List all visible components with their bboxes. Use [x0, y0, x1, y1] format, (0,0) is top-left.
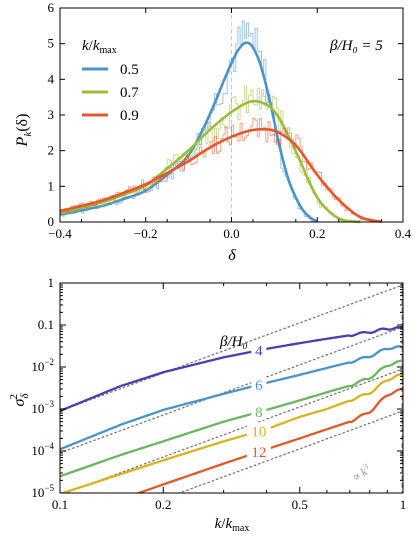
top-plot-area — [59, 8, 403, 224]
tick-mantissa: 10 — [31, 359, 44, 374]
series-line-12 — [135, 388, 403, 493]
top-y-tick-label: 1 — [48, 178, 55, 193]
legend-label-0.7: 0.7 — [120, 85, 139, 101]
top-x-label: δ — [228, 247, 236, 264]
tick-mantissa: 10 — [31, 443, 44, 458]
series-line-4 — [60, 326, 403, 412]
tick-exponent: −3 — [44, 399, 54, 409]
series-label-6: 6 — [255, 378, 263, 394]
top-legend: k/kmax 0.5 0.7 0.9 — [82, 38, 139, 124]
top-legend-items: 0.5 0.7 0.9 — [82, 62, 139, 124]
bottom-x-tick-label: 0.2 — [155, 497, 171, 512]
series-line-8 — [60, 359, 403, 478]
top-y-tick-label: 2 — [48, 143, 55, 158]
series-label-bg-12 — [246, 442, 271, 460]
series-label-bg-6 — [251, 375, 267, 393]
top-x-tick-label: 0.0 — [223, 226, 239, 241]
bottom-series-labels: 4 6 8 10 12 — [246, 341, 271, 461]
top-x-tick-label: −0.2 — [134, 226, 158, 241]
top-legend-title: k/kmax — [82, 38, 117, 56]
bottom-frame — [59, 282, 404, 494]
fit-curve-0.7 — [59, 99, 361, 224]
tick-exponent: −4 — [44, 441, 54, 451]
bottom-legend-title: β/H₀ — [219, 334, 248, 350]
bottom-x-label: k/kmax — [215, 516, 250, 534]
top-panel: −0.4 −0.2 0.0 0.2 0.4 0 1 2 3 4 5 6 Pk(δ) δ β/H₀ = … — [14, 0, 412, 264]
series-label-8: 8 — [255, 405, 263, 421]
bottom-y-tick-label: 1 — [48, 275, 55, 290]
bottom-y-tick-label: 10−4 — [31, 441, 54, 458]
bottom-x-tick-label: 0.5 — [292, 497, 308, 512]
series-label-bg-10 — [246, 422, 271, 440]
top-x-tick-label: −0.4 — [48, 226, 72, 241]
top-annotation: β/H₀ = 5 — [329, 38, 383, 54]
bottom-ticks: 0.1 0.2 0.5 110−510−410−310−20.11 — [31, 275, 406, 512]
bottom-plot-area — [60, 283, 403, 493]
top-y-tick-label: 3 — [48, 107, 55, 122]
bottom-y-tick-label: 10−2 — [31, 357, 54, 374]
bottom-x-tick-label: 1 — [400, 497, 407, 512]
tick-mantissa: 10 — [31, 485, 44, 500]
top-y-tick-label: 5 — [48, 36, 55, 51]
top-y-tick-label: 6 — [48, 0, 55, 15]
bottom-panel: 0.1 0.2 0.5 110−510−410−310−20.11 σδ2 k/kma… — [8, 275, 406, 534]
fit-curve-0.9 — [59, 127, 382, 223]
bottom-y-tick-label: 10−3 — [31, 399, 54, 416]
bottom-y-label: σδ2 — [8, 393, 31, 407]
series-label-bg-8 — [251, 403, 267, 421]
legend-label-0.9: 0.9 — [120, 108, 139, 124]
series-label-bg-4 — [251, 341, 267, 359]
series-label-4: 4 — [255, 343, 263, 359]
top-x-tick-label: 0.2 — [309, 226, 325, 241]
top-ticks: −0.4 −0.2 0.0 0.2 0.4 0 1 2 3 4 5 6 — [48, 0, 412, 241]
bottom-y-tick-label: 0.1 — [38, 317, 54, 332]
tick-mantissa: 10 — [31, 401, 44, 416]
tick-exponent: −5 — [44, 483, 54, 493]
series-line-6 — [60, 345, 403, 451]
top-y-tick-label: 4 — [48, 71, 55, 86]
series-line-10 — [60, 373, 403, 493]
legend-label-0.5: 0.5 — [120, 62, 139, 78]
series-label-10: 10 — [251, 424, 266, 440]
top-y-tick-label: 0 — [48, 214, 55, 229]
tick-exponent: −2 — [44, 357, 54, 367]
bottom-y-tick-label: 10−5 — [31, 483, 54, 500]
top-x-tick-label: 0.4 — [395, 226, 412, 241]
guide-label: ∝k3 — [349, 462, 373, 485]
series-label-12: 12 — [251, 445, 266, 461]
bottom-x-tick-label: 0.1 — [52, 497, 68, 512]
top-y-label: Pk(δ) — [14, 114, 34, 148]
